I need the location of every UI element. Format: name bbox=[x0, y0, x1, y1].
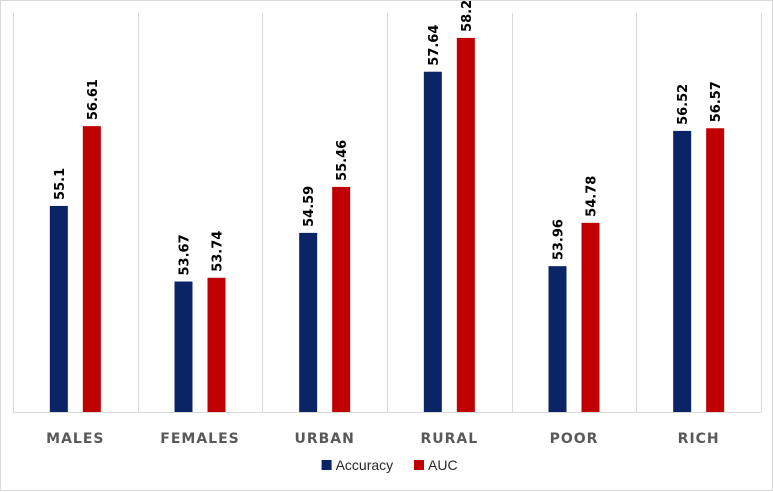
category-separators bbox=[13, 13, 762, 412]
data-label-auc-rich: 56.57 bbox=[709, 81, 724, 122]
bar-auc-males bbox=[82, 126, 101, 412]
x-tick-label: MALES bbox=[46, 431, 104, 447]
bar-accuracy-rural bbox=[423, 71, 442, 412]
bar-accuracy-females bbox=[174, 281, 193, 412]
data-label-auc-females: 53.74 bbox=[211, 231, 226, 272]
bar-accuracy-rich bbox=[673, 130, 692, 412]
bar-auc-rural bbox=[456, 37, 475, 412]
x-tick-label: RICH bbox=[678, 431, 720, 447]
data-label-accuracy-rich: 56.52 bbox=[676, 84, 691, 125]
data-label-auc-rural: 58.28 bbox=[460, 1, 475, 32]
legend-item-accuracy: Accuracy bbox=[321, 457, 394, 473]
bar-auc-females bbox=[207, 277, 226, 412]
bar-auc-poor bbox=[581, 222, 600, 412]
bar-accuracy-poor bbox=[548, 266, 567, 412]
legend-label: AUC bbox=[428, 457, 458, 473]
data-label-auc-poor: 54.78 bbox=[585, 176, 600, 217]
bar-auc-rich bbox=[706, 128, 725, 412]
data-label-auc-urban: 55.46 bbox=[335, 140, 350, 181]
legend: Accuracy AUC bbox=[321, 457, 458, 473]
legend-item-auc: AUC bbox=[414, 457, 458, 473]
bar-auc-urban bbox=[332, 186, 351, 412]
x-tick-label: RURAL bbox=[420, 431, 478, 447]
legend-swatch bbox=[414, 460, 424, 470]
data-label-accuracy-females: 53.67 bbox=[178, 234, 193, 275]
bar-accuracy-urban bbox=[299, 232, 318, 412]
x-tick-label: FEMALES bbox=[160, 431, 239, 447]
data-label-accuracy-poor: 53.96 bbox=[552, 219, 567, 260]
data-labels: 55.1 56.61 53.67 53.74 54.59 55.46 57.64 58.28 5… bbox=[53, 1, 724, 275]
bars bbox=[49, 37, 725, 412]
data-label-auc-males: 56.61 bbox=[86, 79, 101, 120]
legend-swatch bbox=[321, 460, 332, 470]
data-label-accuracy-males: 55.1 bbox=[53, 168, 68, 200]
data-label-accuracy-urban: 54.59 bbox=[302, 186, 317, 227]
data-label-accuracy-rural: 57.64 bbox=[427, 25, 442, 66]
legend-label: Accuracy bbox=[336, 457, 394, 473]
x-tick-label: URBAN bbox=[294, 431, 354, 447]
x-tick-label: POOR bbox=[550, 431, 599, 447]
x-axis: MALES FEMALES URBAN RURAL POOR RICH bbox=[13, 412, 761, 447]
bar-accuracy-males bbox=[49, 205, 68, 412]
